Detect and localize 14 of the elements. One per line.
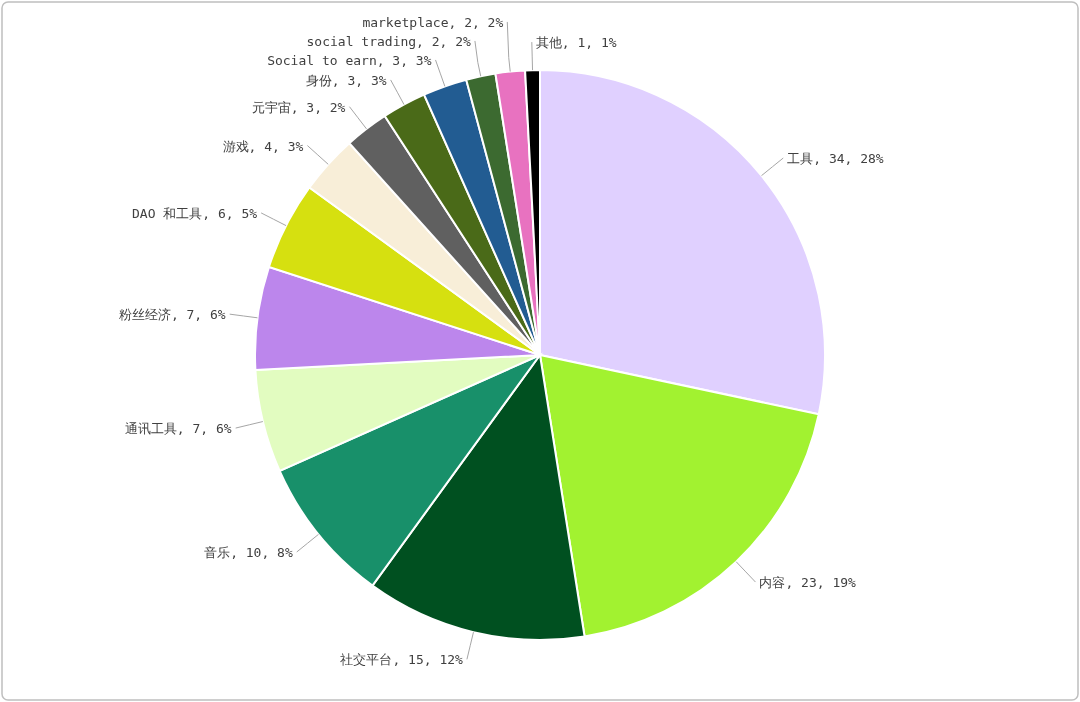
slice-label: 社交平台, 15, 12% — [340, 652, 464, 668]
slice-label: 元宇宙, 3, 2% — [251, 99, 346, 115]
slice-label: 工具, 34, 28% — [787, 151, 884, 167]
slice-label: 通讯工具, 7, 6% — [124, 421, 232, 437]
slice-label: social trading, 2, 2% — [306, 33, 472, 49]
slice-label: DAO 和工具, 6, 5% — [132, 205, 258, 221]
slice-label: 其他, 1, 1% — [535, 35, 617, 51]
slice-label: Social to earn, 3, 3% — [267, 52, 432, 68]
slice-label: 身份, 3, 3% — [305, 72, 387, 88]
slice-label: 粉丝经济, 7, 6% — [118, 307, 226, 323]
slice-label: 游戏, 4, 3% — [222, 138, 304, 154]
slice-label: marketplace, 2, 2% — [362, 14, 504, 30]
slice-label: 内容, 23, 19% — [759, 575, 857, 591]
slice-label: 音乐, 10, 8% — [204, 544, 293, 560]
